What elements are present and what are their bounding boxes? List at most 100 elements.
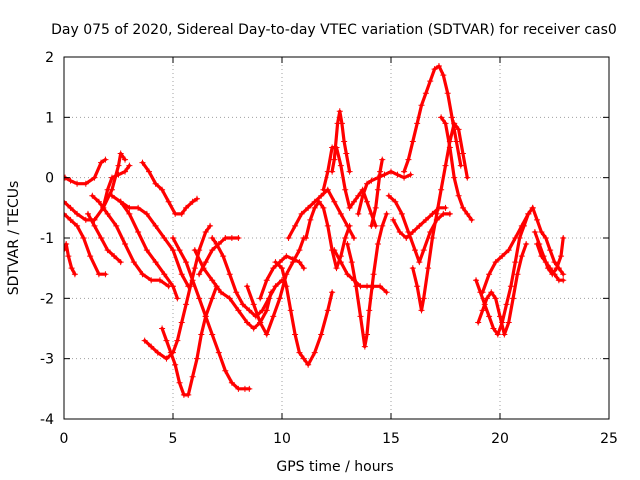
series-arc-18 — [257, 253, 307, 302]
data-point — [215, 349, 222, 356]
x-tick-label: 25 — [600, 431, 618, 447]
data-point — [156, 277, 163, 284]
series-trace — [402, 64, 463, 174]
series-clip-group — [64, 63, 567, 398]
data-point — [551, 271, 558, 278]
data-point — [178, 271, 185, 278]
data-point — [91, 174, 98, 181]
data-point — [357, 313, 364, 320]
data-point — [341, 138, 348, 145]
data-point — [422, 90, 429, 97]
data-point — [152, 180, 159, 187]
data-point — [446, 144, 453, 151]
data-point — [503, 301, 510, 308]
data-point — [534, 216, 541, 223]
data-point — [108, 174, 115, 181]
data-point — [141, 337, 148, 344]
data-point — [385, 192, 392, 199]
data-point — [95, 198, 102, 205]
series-arc-5 — [84, 210, 124, 266]
data-point — [148, 277, 155, 284]
data-point — [364, 198, 371, 205]
data-point — [342, 235, 349, 241]
data-point — [379, 222, 386, 229]
data-point — [161, 235, 168, 241]
x-tick-label: 20 — [491, 431, 509, 447]
data-point — [377, 168, 384, 175]
grid — [64, 57, 609, 419]
data-point — [222, 235, 229, 241]
data-point — [338, 120, 345, 127]
data-point — [235, 307, 242, 314]
data-point — [196, 295, 203, 302]
data-point — [388, 168, 394, 175]
data-point — [332, 144, 339, 151]
data-point — [265, 295, 272, 302]
data-point — [84, 210, 91, 217]
data-point — [398, 210, 405, 217]
data-point — [82, 216, 89, 223]
data-point — [170, 235, 176, 241]
data-point — [324, 222, 331, 229]
data-point — [292, 222, 299, 229]
data-point — [117, 150, 124, 157]
data-point — [344, 241, 351, 248]
data-point — [126, 204, 133, 211]
data-point — [191, 247, 198, 254]
data-point — [176, 379, 183, 386]
data-point — [486, 313, 493, 320]
data-point — [337, 210, 344, 217]
data-point — [300, 355, 307, 362]
data-point — [226, 271, 233, 278]
data-point — [342, 186, 349, 193]
data-point — [553, 265, 560, 272]
data-point — [331, 198, 338, 205]
data-point — [207, 222, 214, 229]
data-point — [431, 66, 438, 73]
series-arc-7 — [89, 192, 172, 290]
data-point — [191, 265, 198, 272]
data-point — [492, 295, 499, 302]
data-point — [497, 313, 503, 320]
series-arc-29 — [401, 63, 464, 175]
series-arc-28 — [385, 192, 453, 266]
data-point — [455, 192, 462, 199]
series-trace — [245, 236, 306, 337]
series-trace — [140, 161, 199, 216]
data-point — [272, 283, 279, 290]
data-point — [464, 210, 471, 217]
data-point — [244, 319, 251, 326]
data-point — [122, 168, 129, 175]
axis-ticks: 0 5 10 15 20 25 -4 -3 -2 -1 0 1 2 — [40, 50, 618, 447]
data-point — [343, 150, 350, 157]
data-point — [344, 271, 351, 278]
data-point — [320, 186, 327, 193]
data-point — [405, 156, 412, 163]
series-arc-35 — [479, 204, 536, 296]
data-point — [250, 301, 257, 308]
series-trace — [64, 151, 127, 222]
data-point — [170, 247, 176, 254]
data-point — [505, 319, 512, 326]
data-point — [80, 235, 87, 241]
data-point — [305, 204, 312, 211]
data-point — [292, 331, 299, 338]
data-point — [296, 259, 303, 266]
data-point — [542, 259, 549, 266]
data-point — [68, 265, 75, 272]
series-trace — [439, 115, 474, 222]
data-point — [67, 216, 74, 223]
data-point — [494, 331, 501, 338]
data-point — [442, 120, 449, 127]
data-point — [65, 253, 72, 260]
data-point — [331, 156, 338, 163]
data-point — [161, 271, 168, 278]
data-point — [250, 325, 257, 332]
series-arc-38 — [534, 241, 567, 284]
data-point — [551, 259, 558, 266]
data-point — [560, 235, 567, 241]
series-arc-26 — [355, 168, 414, 217]
data-point — [71, 271, 78, 278]
data-point — [104, 247, 111, 254]
